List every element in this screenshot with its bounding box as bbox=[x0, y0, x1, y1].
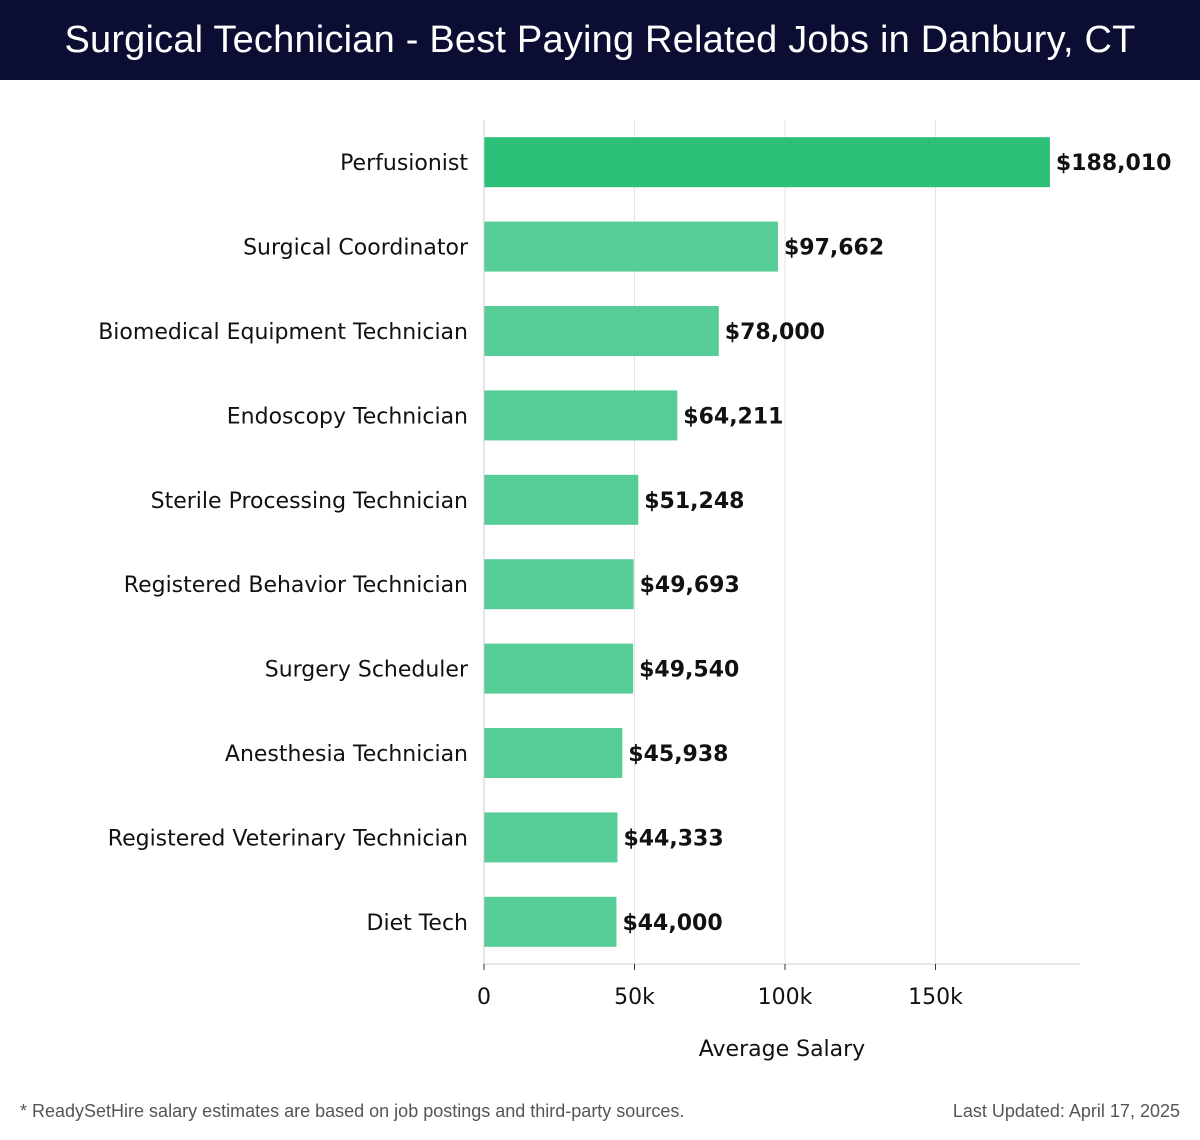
category-label: Perfusionist bbox=[340, 151, 468, 176]
data-label: $49,540 bbox=[639, 658, 739, 683]
data-label: $97,662 bbox=[784, 236, 884, 261]
x-tick-label: 50k bbox=[614, 985, 655, 1010]
category-label: Surgical Coordinator bbox=[243, 236, 469, 261]
bar bbox=[484, 559, 634, 610]
data-label: $51,248 bbox=[644, 489, 744, 514]
bar bbox=[484, 306, 719, 356]
data-label: $45,938 bbox=[628, 742, 728, 767]
x-tick-label: 150k bbox=[908, 985, 963, 1010]
last-updated: Last Updated: April 17, 2025 bbox=[952, 1101, 1180, 1121]
bar bbox=[484, 896, 617, 947]
data-label: $49,693 bbox=[640, 573, 740, 598]
x-axis-label: Average Salary bbox=[699, 1037, 865, 1062]
category-label: Anesthesia Technician bbox=[225, 742, 468, 767]
category-label: Sterile Processing Technician bbox=[151, 489, 468, 514]
footer-note: * ReadySetHire salary estimates are base… bbox=[20, 1101, 685, 1121]
chart-header: Surgical Technician - Best Paying Relate… bbox=[0, 0, 1200, 80]
bar bbox=[484, 221, 778, 272]
bar bbox=[484, 812, 618, 863]
bar bbox=[484, 137, 1050, 188]
category-label: Registered Veterinary Technician bbox=[108, 826, 468, 851]
data-label: $44,000 bbox=[622, 911, 722, 936]
category-label: Diet Tech bbox=[367, 911, 468, 936]
category-label: Biomedical Equipment Technician bbox=[98, 320, 468, 345]
category-label: Endoscopy Technician bbox=[227, 404, 468, 429]
salary-bar-chart: Perfusionist $188,010 Surgical Coordinator… bbox=[98, 120, 1172, 1062]
chart-title: Surgical Technician - Best Paying Relate… bbox=[64, 18, 1136, 61]
data-label: $188,010 bbox=[1056, 151, 1172, 176]
x-tick-label: 0 bbox=[477, 985, 491, 1010]
data-label: $64,211 bbox=[683, 404, 783, 429]
bar bbox=[484, 390, 678, 441]
bar bbox=[484, 728, 623, 778]
x-tick-label: 100k bbox=[758, 985, 813, 1010]
data-label: $44,333 bbox=[623, 826, 723, 851]
bar bbox=[484, 474, 639, 525]
data-label: $78,000 bbox=[725, 320, 825, 345]
category-label: Surgery Scheduler bbox=[265, 658, 469, 683]
bar bbox=[484, 643, 634, 694]
category-label: Registered Behavior Technician bbox=[124, 573, 468, 598]
